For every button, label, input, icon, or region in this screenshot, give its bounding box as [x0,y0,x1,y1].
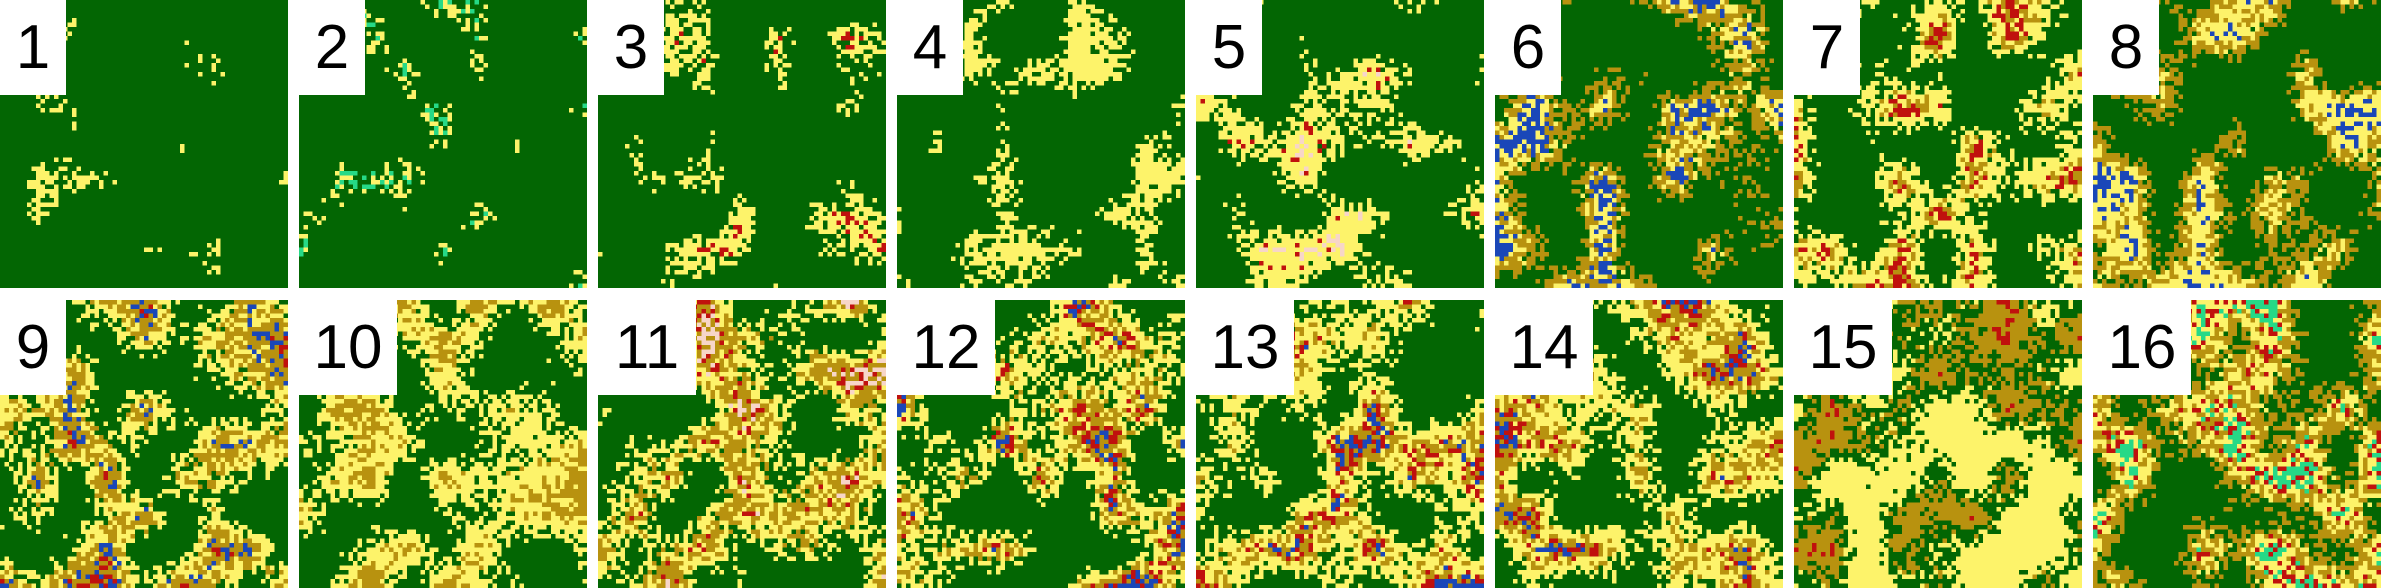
land-cover-tile-2: 2 [299,0,587,288]
tile-number-label: 12 [897,300,995,395]
tile-number-label: 8 [2093,0,2159,95]
tile-number-label: 5 [1196,0,1262,95]
land-cover-tile-8: 8 [2093,0,2381,288]
tile-number-label: 16 [2093,300,2191,395]
tile-number-label: 3 [598,0,664,95]
tile-number-label: 4 [897,0,963,95]
land-cover-tile-16: 16 [2093,300,2381,588]
land-cover-tile-13: 13 [1196,300,1484,588]
land-cover-tile-4: 4 [897,0,1185,288]
land-cover-tile-12: 12 [897,300,1185,588]
land-cover-tile-9: 9 [0,300,288,588]
tile-number-label: 13 [1196,300,1294,395]
tile-number-label: 7 [1794,0,1860,95]
tile-number-label: 9 [0,300,66,395]
land-cover-tile-14: 14 [1495,300,1783,588]
land-cover-tile-1: 1 [0,0,288,288]
tile-number-label: 1 [0,0,66,95]
land-cover-tile-6: 6 [1495,0,1783,288]
tile-number-label: 10 [299,300,397,395]
land-cover-tile-10: 10 [299,300,587,588]
land-cover-tile-11: 11 [598,300,886,588]
land-cover-tile-15: 15 [1794,300,2082,588]
land-cover-tile-5: 5 [1196,0,1484,288]
tile-number-label: 2 [299,0,365,95]
tile-number-label: 11 [598,300,696,395]
tile-number-label: 6 [1495,0,1561,95]
land-cover-tile-7: 7 [1794,0,2082,288]
tile-number-label: 15 [1794,300,1892,395]
land-cover-tile-3: 3 [598,0,886,288]
tile-number-label: 14 [1495,300,1593,395]
